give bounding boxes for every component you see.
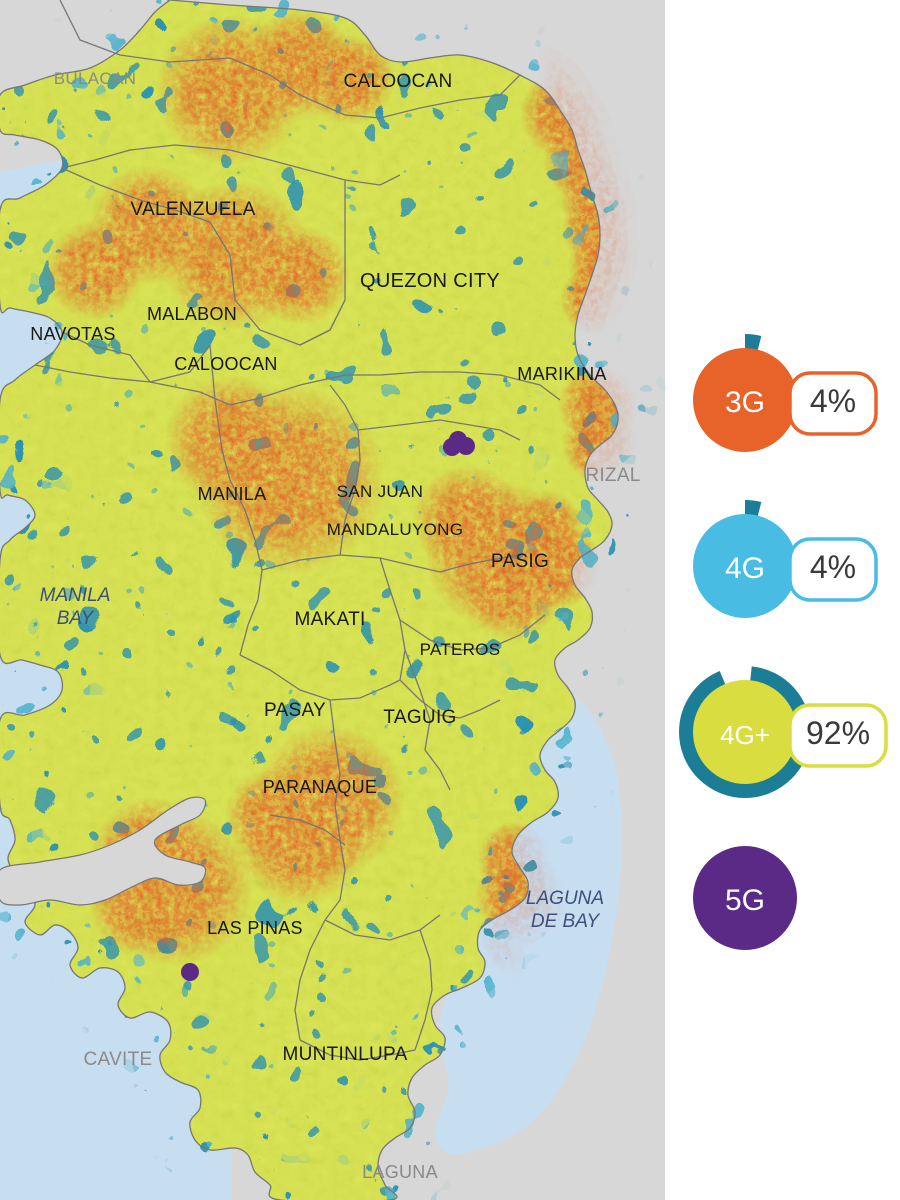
svg-text:MAKATI: MAKATI xyxy=(294,609,365,630)
svg-text:5G: 5G xyxy=(725,884,765,917)
svg-text:MALABON: MALABON xyxy=(147,304,237,324)
svg-text:MANILA: MANILA xyxy=(198,484,267,504)
svg-text:PASIG: PASIG xyxy=(491,551,549,572)
svg-text:BULACAN: BULACAN xyxy=(54,69,136,88)
svg-text:LAGUNA: LAGUNA xyxy=(526,888,604,909)
svg-text:PASAY: PASAY xyxy=(264,700,326,721)
svg-text:PARANAQUE: PARANAQUE xyxy=(263,777,377,797)
svg-text:4G: 4G xyxy=(725,552,765,585)
svg-text:CALOOCAN: CALOOCAN xyxy=(174,354,277,374)
svg-text:4%: 4% xyxy=(810,383,856,419)
svg-text:RIZAL: RIZAL xyxy=(585,465,640,486)
svg-text:QUEZON CITY: QUEZON CITY xyxy=(360,270,500,292)
svg-text:NAVOTAS: NAVOTAS xyxy=(30,324,115,344)
svg-text:SAN JUAN: SAN JUAN xyxy=(337,482,423,501)
svg-text:VALENZUELA: VALENZUELA xyxy=(130,199,255,220)
svg-text:TAGUIG: TAGUIG xyxy=(383,707,456,728)
svg-text:CALOOCAN: CALOOCAN xyxy=(343,71,452,92)
svg-text:PATEROS: PATEROS xyxy=(420,640,501,659)
svg-text:MANILA: MANILA xyxy=(40,585,111,606)
svg-text:BAY: BAY xyxy=(57,608,95,629)
svg-text:DE BAY: DE BAY xyxy=(531,911,601,932)
svg-text:MUNTINLUPA: MUNTINLUPA xyxy=(282,1044,407,1065)
svg-text:LAS PINAS: LAS PINAS xyxy=(207,918,303,938)
svg-text:LAGUNA: LAGUNA xyxy=(362,1162,438,1182)
svg-text:MANDALUYONG: MANDALUYONG xyxy=(327,520,464,539)
svg-text:4G+: 4G+ xyxy=(720,720,770,750)
svg-text:CAVITE: CAVITE xyxy=(83,1049,152,1070)
svg-text:MARIKINA: MARIKINA xyxy=(517,364,606,384)
svg-text:4%: 4% xyxy=(810,549,856,585)
svg-text:92%: 92% xyxy=(806,715,870,751)
svg-text:3G: 3G xyxy=(725,386,765,419)
